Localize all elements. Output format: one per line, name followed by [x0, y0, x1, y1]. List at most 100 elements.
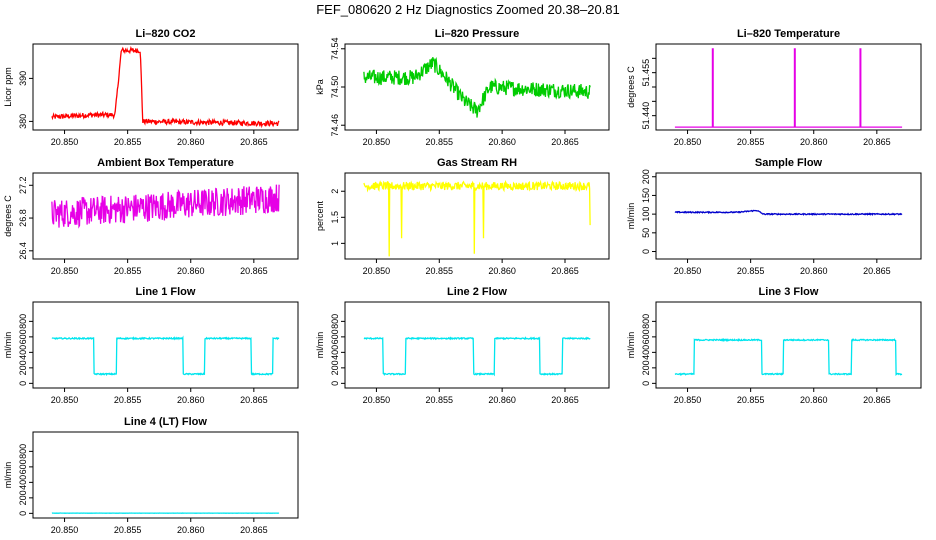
chart-panel-li-820-pressure: Li–820 Pressure 20.850 20.855 20.860 20.865 7…: [315, 28, 610, 147]
chart-title: Li–820 CO2: [136, 28, 196, 40]
chart-title: Ambient Box Temperature: [97, 157, 234, 169]
series-line-line-3: [674, 337, 903, 376]
plot-frame: [655, 172, 922, 260]
plot-frame: [32, 431, 299, 519]
chart-title: Li–820 Temperature: [737, 28, 840, 40]
chart-panel-gas-stream-rh: Gas Stream RH 20.850 20.855 20.860 20.865 1 1.…: [315, 157, 610, 276]
y-tick-label: 200: [641, 169, 651, 184]
x-tick-label: 20.855: [737, 266, 765, 276]
y-axis-label: degrees C: [3, 195, 13, 237]
chart-title: Line 2 Flow: [447, 286, 507, 298]
x-tick-label: 20.855: [737, 395, 765, 405]
x-tick-label: 20.860: [177, 266, 205, 276]
series-line-ambient: [51, 184, 280, 229]
x-tick-label: 20.855: [426, 266, 454, 276]
y-tick-label: 380: [18, 114, 28, 129]
x-tick-label: 20.850: [51, 137, 79, 147]
x-tick-label: 20.850: [51, 395, 79, 405]
y-tick-label: 150: [641, 188, 651, 203]
y-tick-label: 0: [330, 381, 340, 386]
y-tick-label: 800: [641, 314, 651, 329]
x-tick-label: 20.865: [240, 137, 268, 147]
y-tick-label: 26.8: [18, 209, 28, 227]
page-title: FEF_080620 2 Hz Diagnostics Zoomed 20.38…: [316, 2, 620, 17]
x-tick-label: 20.865: [863, 137, 891, 147]
y-axis-label: ml/min: [3, 332, 13, 359]
plot-frame: [344, 301, 610, 389]
y-tick-label: 800: [330, 314, 340, 329]
plot-frame: [655, 43, 922, 131]
series-line-co2: [51, 45, 280, 129]
plot-frame: [32, 301, 299, 389]
x-tick-label: 20.850: [51, 266, 79, 276]
series-line-pressure: [363, 57, 591, 118]
chart-panel-sample-flow: Sample Flow 20.850 20.855 20.860 20.865 0 50 10…: [626, 157, 922, 276]
x-tick-label: 20.850: [674, 395, 702, 405]
y-tick-label: 26.4: [18, 242, 28, 260]
x-tick-label: 20.855: [114, 266, 142, 276]
y-tick-label: 200: [330, 360, 340, 375]
x-tick-label: 20.860: [177, 525, 205, 535]
plot-frame: [32, 43, 299, 131]
x-tick-label: 20.865: [863, 266, 891, 276]
y-tick-label: 400: [330, 345, 340, 360]
x-tick-label: 20.850: [674, 137, 702, 147]
y-tick-label: 0: [18, 511, 28, 516]
y-tick-label: 51.455: [641, 59, 651, 87]
chart-panel-line-2-flow: Line 2 Flow 20.850 20.855 20.860 20.865 0 2004…: [315, 286, 610, 405]
x-tick-label: 20.860: [177, 137, 205, 147]
x-tick-label: 20.855: [114, 395, 142, 405]
y-tick-label: 400: [18, 475, 28, 490]
x-tick-label: 20.865: [551, 266, 579, 276]
y-axis-label: ml/min: [315, 332, 325, 359]
y-tick-label: 100: [641, 207, 651, 222]
x-tick-label: 20.860: [800, 266, 828, 276]
x-tick-label: 20.860: [177, 395, 205, 405]
x-tick-label: 20.865: [551, 137, 579, 147]
chart-title: Line 1 Flow: [136, 286, 196, 298]
x-tick-label: 20.850: [363, 395, 391, 405]
x-tick-label: 20.855: [426, 137, 454, 147]
x-tick-label: 20.850: [51, 525, 79, 535]
y-tick-label: 51.440: [641, 102, 651, 130]
y-axis-label: ml/min: [626, 332, 636, 359]
y-axis-label: percent: [315, 200, 325, 231]
x-tick-label: 20.860: [800, 395, 828, 405]
y-tick-label: 0: [641, 381, 651, 386]
series-line-sample: [674, 209, 903, 217]
x-tick-label: 20.855: [114, 137, 142, 147]
y-tick-label: 600: [330, 329, 340, 344]
y-tick-label: 74.46: [330, 114, 340, 137]
x-tick-label: 20.865: [240, 266, 268, 276]
y-tick-label: 200: [18, 490, 28, 505]
y-tick-label: 390: [18, 71, 28, 86]
x-tick-label: 20.865: [240, 395, 268, 405]
y-axis-label: ml/min: [626, 203, 636, 230]
x-tick-label: 20.855: [737, 137, 765, 147]
chart-panel-li-820-temperature: Li–820 Temperature 20.850 20.855 20.860 20.8…: [626, 28, 922, 147]
y-tick-label: 600: [18, 329, 28, 344]
chart-title: Line 3 Flow: [759, 286, 819, 298]
chart-panel-line-1-flow: Line 1 Flow 20.850 20.855 20.860 20.865 0 2004…: [3, 286, 299, 405]
x-tick-label: 20.850: [363, 266, 391, 276]
y-tick-label: 0: [18, 381, 28, 386]
chart-title: Line 4 (LT) Flow: [124, 416, 207, 428]
x-tick-label: 20.865: [863, 395, 891, 405]
series-line-rh: [363, 179, 591, 257]
x-tick-label: 20.860: [488, 137, 516, 147]
y-tick-label: 800: [18, 444, 28, 459]
y-tick-label: 74.54: [330, 38, 340, 61]
plot-frame: [32, 172, 299, 260]
y-tick-label: 200: [18, 360, 28, 375]
y-tick-label: 400: [641, 345, 651, 360]
chart-title: Li–820 Pressure: [435, 28, 519, 40]
y-tick-label: 27.2: [18, 177, 28, 195]
plot-frame: [655, 301, 922, 389]
chart-title: Gas Stream RH: [437, 157, 517, 169]
series-line-line-1: [51, 335, 280, 377]
y-axis-label: ml/min: [3, 462, 13, 489]
y-tick-label: 400: [18, 345, 28, 360]
y-axis-label: kPa: [315, 79, 325, 95]
x-tick-label: 20.850: [363, 137, 391, 147]
